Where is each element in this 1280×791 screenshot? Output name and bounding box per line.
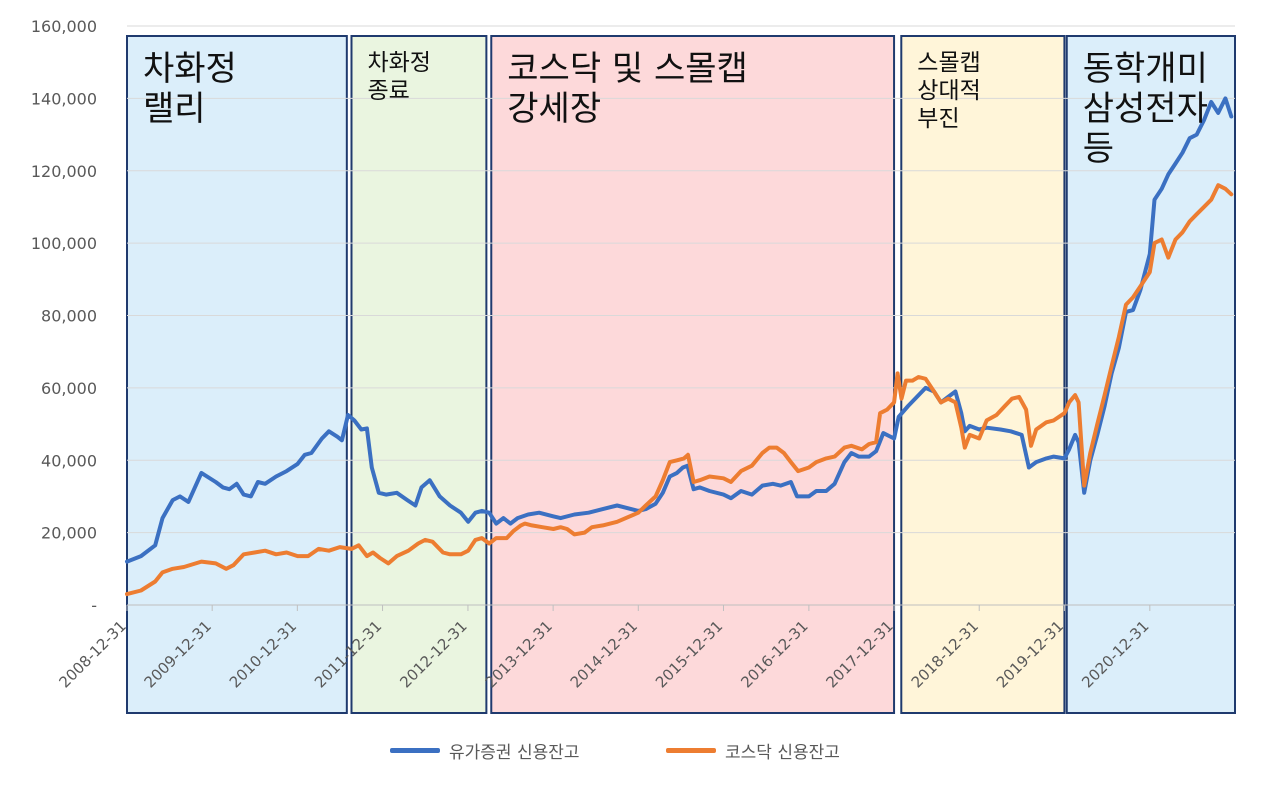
period-label-2-0: 코스닥 및 스몰캡 (507, 49, 748, 89)
period-label-4-0: 동학개미 (1083, 49, 1208, 89)
gridlines (127, 25, 1235, 606)
legend-label-kosdaq: 코스닥 신용잔고 (725, 743, 840, 763)
period-label-0-0: 차화정 (143, 49, 237, 89)
y-tick-label-0: - (91, 596, 97, 615)
x-tick-label-0: 2008-12-31 (55, 617, 129, 691)
series-line-0 (125, 96, 1234, 564)
legend-item-kosdaq: 코스닥 신용잔고 (666, 738, 840, 763)
period-label-4-2: 등 (1083, 129, 1114, 169)
period-label-1-1: 종료 (367, 78, 409, 104)
period-label-2-1: 강세장 (507, 89, 601, 129)
series-line-1 (125, 183, 1234, 597)
y-tick-label-2: 40,000 (41, 451, 97, 470)
y-tick-label-8: 160,000 (31, 17, 97, 36)
period-box-4 (1065, 35, 1237, 714)
legend-label-kospi: 유가증권 신용잔고 (449, 743, 580, 763)
period-label-3-1: 상대적 (917, 78, 980, 104)
y-tick-label-3: 60,000 (41, 379, 97, 398)
period-box-2 (490, 35, 896, 714)
y-tick-label-6: 120,000 (31, 162, 97, 181)
legend-swatch-kospi (390, 748, 440, 753)
period-box-3 (900, 35, 1066, 714)
period-label-3-2: 부진 (917, 106, 959, 132)
y-tick-label-5: 100,000 (31, 234, 97, 253)
legend: 유가증권 신용잔고 코스닥 신용잔고 (0, 738, 1280, 768)
legend-item-kospi: 유가증권 신용잔고 (390, 738, 580, 763)
period-label-1-0: 차화정 (367, 50, 430, 76)
period-label-3-0: 스몰캡 (917, 50, 980, 76)
period-box-0 (126, 35, 348, 714)
period-label-0-1: 랠리 (143, 89, 206, 129)
period-label-4-1: 삼성전자 (1083, 89, 1208, 129)
y-tick-label-1: 20,000 (41, 524, 97, 543)
period-box-1 (350, 35, 488, 714)
period-boxes (126, 35, 1237, 714)
y-tick-label-4: 80,000 (41, 307, 97, 326)
legend-swatch-kosdaq (666, 748, 716, 753)
y-axis-ticks: - 20,000 40,000 60,000 80,000 100,000 120,000 1… (31, 17, 97, 615)
series-lines (125, 96, 1234, 597)
y-tick-label-7: 140,000 (31, 89, 97, 108)
